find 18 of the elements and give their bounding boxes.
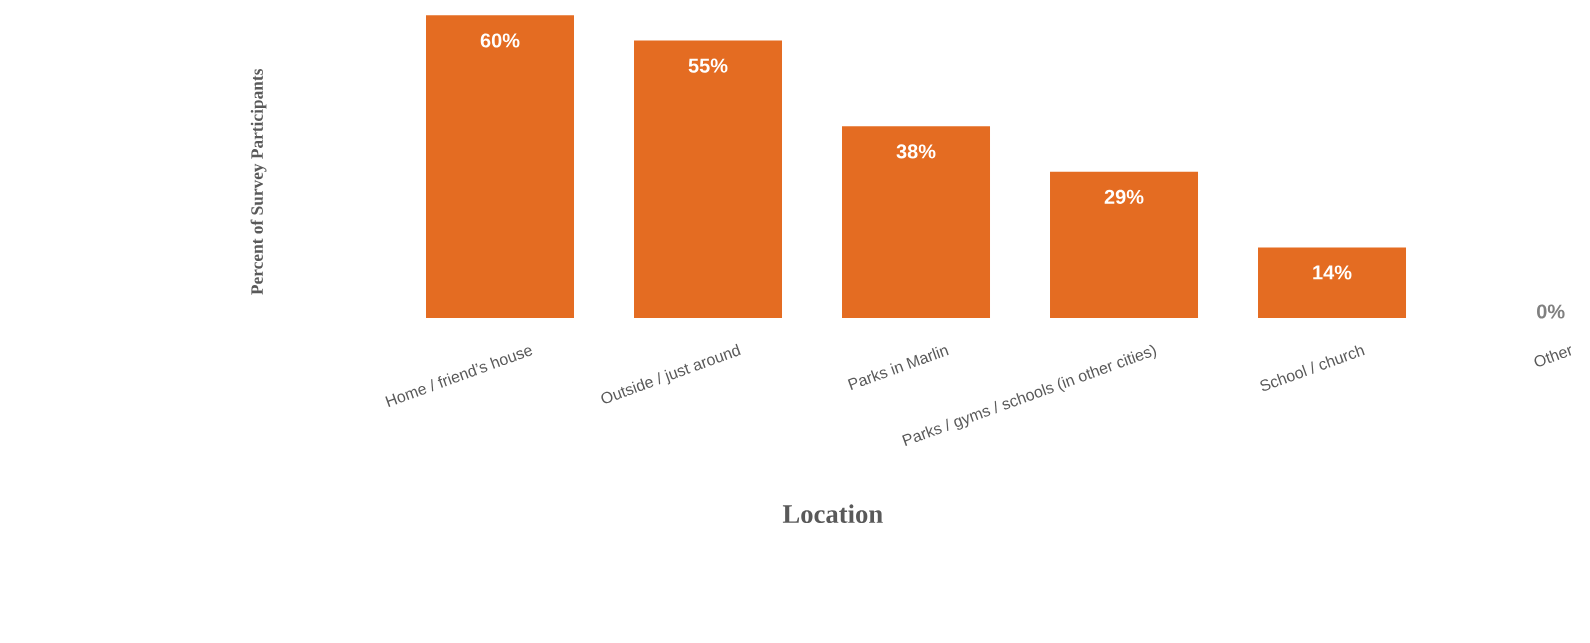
data-label: 38% <box>896 144 936 159</box>
data-label: 55% <box>688 58 728 73</box>
bar <box>1050 171 1199 318</box>
x-tick-label: Other <box>1534 346 1572 367</box>
x-tick-label: Parks in Marlin <box>847 346 949 391</box>
x-tick-label: Outside / just around <box>601 343 741 404</box>
data-label: 0% <box>1537 304 1565 319</box>
bar <box>634 40 783 318</box>
data-label: 60% <box>480 33 520 48</box>
data-label: 14% <box>1313 265 1352 280</box>
data-label: 29% <box>1104 189 1144 204</box>
x-tick-label: School / church <box>1260 345 1365 391</box>
x-tick-label: Home / friend’s house <box>385 347 533 407</box>
y-axis-title: Percent of Survey Participants <box>250 69 267 295</box>
bar <box>426 15 575 318</box>
bar <box>1258 247 1407 318</box>
bar <box>842 126 991 318</box>
x-axis-title: Location <box>782 504 883 524</box>
